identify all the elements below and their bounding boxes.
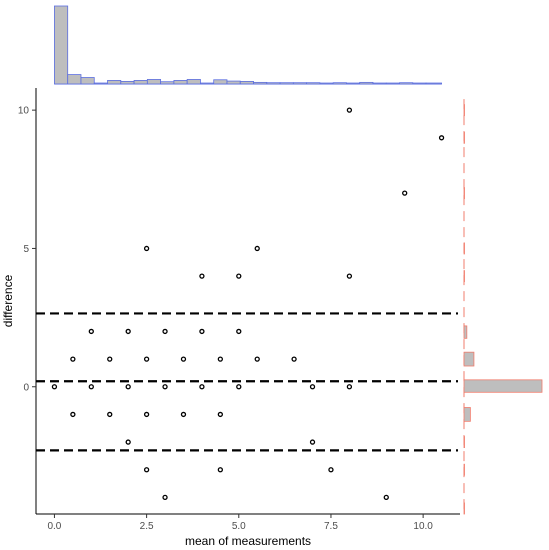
scatter-point bbox=[125, 384, 131, 390]
top-histogram-bar bbox=[93, 82, 108, 85]
top-histogram-bar bbox=[226, 80, 241, 85]
right-histogram-bar bbox=[463, 242, 465, 255]
scatter-point bbox=[236, 273, 242, 279]
right-histogram-bar bbox=[463, 351, 475, 367]
x-tick-label: 7.5 bbox=[324, 521, 338, 532]
scatter-point bbox=[88, 384, 94, 390]
right-histogram-bar bbox=[463, 436, 465, 449]
top-histogram-bar bbox=[332, 82, 347, 85]
scatter-point bbox=[346, 384, 353, 390]
right-histogram-bar bbox=[463, 131, 465, 144]
top-marginal-histogram bbox=[54, 5, 442, 85]
top-histogram-bar bbox=[372, 82, 387, 85]
y-tick-label: 0 bbox=[23, 382, 29, 393]
top-histogram-bar bbox=[385, 82, 400, 85]
scatter-point bbox=[88, 328, 94, 335]
scatter-point bbox=[143, 467, 150, 473]
top-histogram-bar bbox=[67, 74, 82, 85]
scatter-point bbox=[125, 328, 131, 335]
top-histogram-bar bbox=[346, 82, 361, 85]
scatter-point bbox=[291, 356, 297, 362]
x-tick-label: 2.5 bbox=[140, 521, 154, 532]
scatter-point bbox=[162, 494, 168, 501]
scatter-point bbox=[199, 384, 205, 390]
y-axis-ticks: 0 5 10 bbox=[18, 106, 36, 393]
scatter-point bbox=[199, 328, 205, 335]
x-tick-label: 10.0 bbox=[413, 521, 433, 532]
right-histogram-bar bbox=[463, 270, 465, 283]
right-histogram-bar bbox=[463, 187, 465, 200]
right-marginal-histogram bbox=[463, 99, 543, 515]
scatter-point bbox=[162, 328, 168, 335]
scatter-point bbox=[70, 356, 76, 362]
y-axis-title: difference bbox=[1, 274, 15, 327]
right-histogram-bar bbox=[463, 104, 465, 117]
x-tick-label: 0.0 bbox=[47, 521, 61, 532]
y-tick-label: 10 bbox=[18, 106, 30, 117]
right-histogram-bar bbox=[463, 502, 465, 515]
main-scatter-panel: 0.0 2.5 5.0 7.5 10.0 0 5 10 bbox=[18, 88, 460, 532]
scatter-point bbox=[162, 384, 168, 390]
top-histogram-bar bbox=[80, 77, 95, 85]
y-tick-label: 5 bbox=[23, 244, 29, 255]
scatter-point bbox=[217, 356, 223, 362]
scatter-point bbox=[346, 273, 353, 279]
top-histogram-bar bbox=[279, 82, 294, 85]
scatter-point bbox=[70, 411, 76, 418]
scatter-point bbox=[236, 384, 242, 390]
top-histogram-bar bbox=[359, 81, 374, 85]
top-histogram-bar bbox=[412, 82, 427, 85]
scatter-points bbox=[51, 107, 445, 501]
scatter-point bbox=[107, 411, 113, 418]
scatter-point bbox=[143, 245, 150, 252]
right-histogram-bar bbox=[463, 379, 543, 393]
top-histogram-bar bbox=[107, 80, 122, 85]
right-histogram-bar bbox=[463, 325, 468, 339]
right-histogram-bar bbox=[463, 463, 465, 476]
top-histogram-bar bbox=[133, 80, 148, 85]
scatter-point bbox=[217, 467, 223, 473]
top-histogram-bar bbox=[292, 82, 308, 85]
x-tick-label: 5.0 bbox=[232, 521, 246, 532]
scatter-point bbox=[438, 135, 445, 141]
scatter-point bbox=[51, 384, 58, 390]
scatter-point bbox=[107, 356, 113, 362]
top-histogram-bar bbox=[399, 82, 414, 85]
scatter-point bbox=[346, 107, 353, 113]
top-histogram-bar bbox=[160, 81, 175, 85]
scatter-point bbox=[383, 494, 389, 501]
right-histogram-bar bbox=[463, 407, 471, 422]
scatter-point bbox=[309, 439, 316, 445]
scatter-point bbox=[180, 356, 187, 362]
scatter-point bbox=[217, 411, 223, 418]
top-histogram-bar bbox=[120, 81, 135, 85]
scatter-point bbox=[402, 190, 408, 196]
top-histogram-bar bbox=[425, 82, 442, 85]
x-axis-ticks: 0.0 2.5 5.0 7.5 10.0 bbox=[47, 514, 433, 532]
top-histogram-bar bbox=[319, 82, 334, 85]
scatter-point bbox=[143, 411, 150, 418]
top-histogram-bar bbox=[253, 81, 268, 85]
top-histogram-bar bbox=[173, 80, 188, 85]
scatter-point bbox=[143, 356, 150, 362]
scatter-point bbox=[236, 328, 242, 335]
scatter-point bbox=[125, 439, 131, 445]
top-histogram-bar bbox=[200, 82, 215, 85]
x-axis-title: mean of measurements bbox=[185, 534, 311, 548]
top-histogram-bar bbox=[266, 82, 281, 85]
top-histogram-bar bbox=[213, 79, 228, 85]
top-histogram-bar bbox=[186, 79, 201, 85]
scatter-point bbox=[328, 467, 334, 473]
scatter-point bbox=[180, 411, 187, 418]
top-histogram-bar bbox=[239, 81, 254, 85]
scatter-point bbox=[309, 384, 316, 390]
scatter-point bbox=[199, 273, 205, 279]
top-histogram-bar bbox=[54, 5, 69, 85]
scatter-point bbox=[254, 245, 260, 252]
scatter-point bbox=[254, 356, 260, 362]
reference-lines bbox=[36, 312, 458, 452]
top-histogram-bar bbox=[306, 82, 321, 85]
top-histogram-bar bbox=[146, 79, 162, 85]
